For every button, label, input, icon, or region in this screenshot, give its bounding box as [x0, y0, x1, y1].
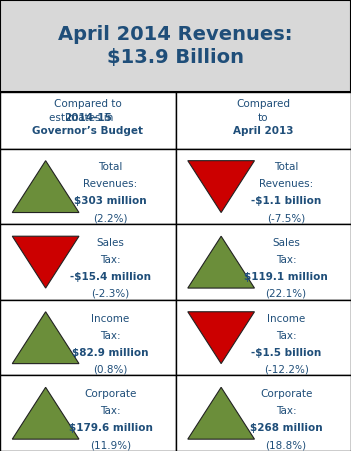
Bar [176, 375, 351, 451]
Bar [176, 224, 351, 300]
Text: (18.8%): (18.8%) [265, 440, 307, 450]
Text: Tax:: Tax: [276, 331, 296, 341]
Text: Income: Income [267, 313, 305, 323]
Text: to: to [258, 113, 269, 123]
Text: Sales: Sales [97, 238, 125, 248]
Text: Tax:: Tax: [276, 406, 296, 416]
Text: (22.1%): (22.1%) [265, 289, 307, 299]
Text: Corporate: Corporate [84, 389, 137, 399]
Polygon shape [188, 161, 254, 212]
Text: -$1.1 billion: -$1.1 billion [251, 197, 321, 207]
Bar [0, 92, 176, 149]
Text: 2014-15: 2014-15 [64, 113, 112, 123]
Text: Tax:: Tax: [276, 255, 296, 265]
Text: Compared to: Compared to [54, 99, 122, 109]
Text: Corporate: Corporate [260, 389, 312, 399]
Text: Total: Total [274, 162, 298, 172]
Bar [0, 375, 176, 451]
Text: -$1.5 billion: -$1.5 billion [251, 348, 321, 358]
Bar [0, 0, 351, 92]
Bar [176, 149, 351, 224]
Bar [0, 300, 176, 375]
Text: Tax:: Tax: [100, 331, 121, 341]
Polygon shape [188, 236, 254, 288]
Text: Income: Income [92, 313, 130, 323]
Text: Total: Total [98, 162, 123, 172]
Text: $119.1 million: $119.1 million [244, 272, 328, 282]
Text: $179.6 million: $179.6 million [69, 423, 152, 433]
Text: (2.2%): (2.2%) [93, 213, 128, 223]
Polygon shape [12, 387, 79, 439]
Text: Compared: Compared [236, 99, 290, 109]
Text: Governor’s Budget: Governor’s Budget [32, 126, 143, 136]
Text: Sales: Sales [272, 238, 300, 248]
Bar [176, 92, 351, 149]
Bar [176, 300, 351, 375]
Bar [0, 149, 176, 224]
Polygon shape [188, 312, 254, 364]
Text: (11.9%): (11.9%) [90, 440, 131, 450]
Text: $268 million: $268 million [250, 423, 322, 433]
Polygon shape [188, 387, 254, 439]
Text: April 2013: April 2013 [233, 126, 293, 136]
Text: Revenues:: Revenues: [84, 179, 138, 189]
Text: Tax:: Tax: [100, 255, 121, 265]
Text: (-7.5%): (-7.5%) [267, 213, 305, 223]
Text: Revenues:: Revenues: [259, 179, 313, 189]
Text: (0.8%): (0.8%) [93, 364, 128, 374]
Text: (-12.2%): (-12.2%) [264, 364, 309, 374]
Text: estimates in: estimates in [49, 113, 126, 123]
Text: -$15.4 million: -$15.4 million [70, 272, 151, 282]
Text: Tax:: Tax: [100, 406, 121, 416]
Text: April 2014 Revenues:
$13.9 Billion: April 2014 Revenues: $13.9 Billion [58, 25, 293, 67]
Bar [0, 224, 176, 300]
Polygon shape [12, 161, 79, 212]
Polygon shape [12, 312, 79, 364]
Polygon shape [12, 236, 79, 288]
Text: $82.9 million: $82.9 million [72, 348, 149, 358]
Text: (-2.3%): (-2.3%) [92, 289, 130, 299]
Text: $303 million: $303 million [74, 197, 147, 207]
